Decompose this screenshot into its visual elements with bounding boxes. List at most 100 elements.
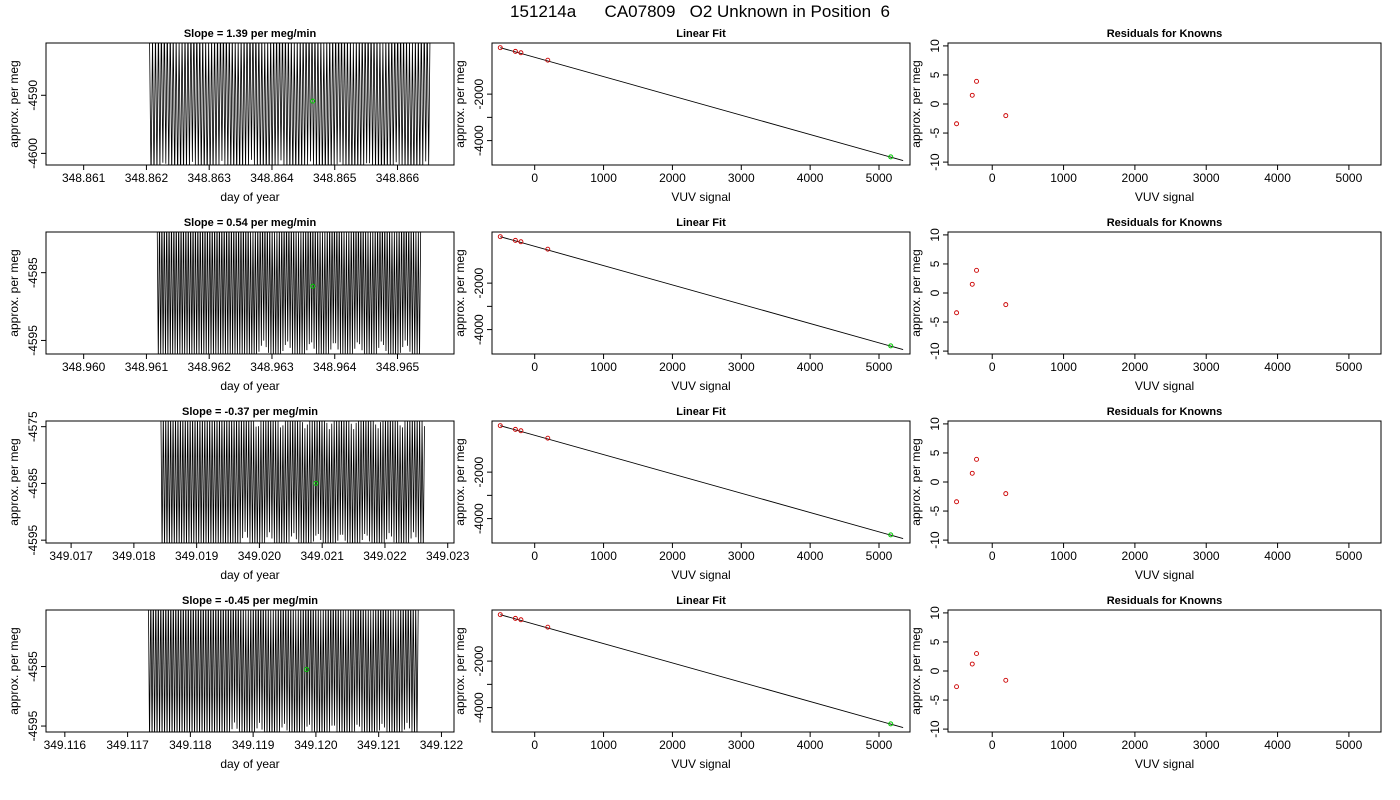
known-point (954, 499, 960, 505)
y-axis: -4595 -4585 -4575 approx. per meg (7, 411, 46, 556)
x-tick-label: 4000 (1264, 360, 1291, 374)
x-axis-label: VUV signal (671, 568, 730, 582)
y-axis-label: approx. per meg (7, 249, 21, 336)
x-axis: 348.960 348.961 348.962 348.963 348.964 348.9… (62, 354, 420, 393)
y-tick-label: -4000 (472, 692, 486, 723)
y-tick-label: 10 (928, 606, 942, 620)
x-tick-label: 2000 (659, 738, 686, 752)
plot-data (497, 612, 904, 729)
known-point (1003, 677, 1009, 683)
x-tick-label: 1000 (590, 360, 617, 374)
x-tick-label: 348.965 (376, 360, 420, 374)
x-tick-label: 348.963 (250, 360, 294, 374)
known-point (518, 239, 524, 245)
x-axis: 0 1000 2000 3000 4000 5000 VUV signal (989, 165, 1363, 204)
x-tick-label: 3000 (1193, 549, 1220, 563)
x-tick-label: 5000 (1336, 360, 1363, 374)
x-tick-label: 348.865 (313, 171, 357, 185)
fit-line (500, 425, 904, 540)
x-tick-label: 5000 (866, 549, 893, 563)
known-point (512, 237, 518, 243)
known-point (545, 624, 551, 630)
data-trace (149, 43, 431, 165)
plot-data (156, 232, 422, 354)
panel-title: Linear Fit (676, 28, 726, 40)
y-axis: -4000 -2000 approx. per meg (453, 438, 492, 534)
x-tick-label: 5000 (866, 360, 893, 374)
y-axis: -10 -5 0 5 10 approx. per meg (909, 228, 948, 360)
y-axis: -4595 -4585 approx. per meg (7, 249, 46, 356)
x-tick-label: 348.862 (125, 171, 169, 185)
y-axis: -10 -5 0 5 10 approx. per meg (909, 606, 948, 738)
panel-title: Residuals for Knowns (1107, 595, 1223, 607)
y-axis: -4000 -2000 approx. per meg (453, 627, 492, 723)
panel-title: Residuals for Knowns (1107, 217, 1223, 229)
x-axis-label: VUV signal (1135, 190, 1194, 204)
x-tick-label: 0 (531, 738, 538, 752)
y-tick-label: -4585 (26, 257, 40, 288)
known-point (974, 78, 979, 84)
x-tick-label: 348.861 (62, 171, 106, 185)
unknown-marker (313, 480, 319, 486)
x-tick-label: 349.117 (106, 738, 149, 752)
y-axis: -4000 -2000 approx. per meg (453, 249, 492, 345)
known-point (497, 234, 503, 240)
x-axis-label: day of year (220, 757, 279, 771)
y-axis-label: approx. per meg (453, 438, 467, 525)
y-tick-label: -4000 (472, 125, 486, 156)
x-tick-label: 1000 (590, 549, 617, 563)
x-tick-label: 349.121 (357, 738, 401, 752)
y-tick-label: 5 (928, 71, 942, 78)
x-tick-label: 0 (531, 360, 538, 374)
fit-line (500, 236, 904, 351)
y-axis-label: approx. per meg (453, 60, 467, 147)
y-axis: -10 -5 0 5 10 approx. per meg (909, 417, 948, 549)
x-tick-label: 348.961 (125, 360, 169, 374)
known-point (518, 617, 524, 623)
plot-data (149, 43, 431, 165)
x-axis: 0 1000 2000 3000 4000 5000 VUV signal (531, 354, 893, 393)
x-tick-label: 2000 (1122, 171, 1149, 185)
known-point (969, 92, 975, 98)
known-point (512, 615, 518, 621)
x-tick-label: 1000 (1050, 549, 1077, 563)
x-axis-label: VUV signal (671, 190, 730, 204)
y-tick-label: -4590 (26, 80, 40, 111)
data-trace (148, 610, 419, 732)
x-tick-label: 348.863 (188, 171, 232, 185)
x-axis: 0 1000 2000 3000 4000 5000 VUV signal (531, 165, 893, 204)
y-tick-label: 0 (928, 289, 942, 296)
plot-frame (45, 420, 455, 544)
unknown-marker (888, 343, 894, 349)
x-tick-label: 5000 (1336, 738, 1363, 752)
known-point (545, 435, 551, 441)
known-point (969, 281, 975, 287)
y-tick-label: 5 (928, 260, 942, 267)
x-tick-label: 349.018 (112, 549, 156, 563)
x-tick-label: 349.022 (363, 549, 407, 563)
x-tick-label: 3000 (1193, 171, 1220, 185)
known-point (497, 423, 503, 429)
y-tick-label: -2000 (472, 267, 486, 298)
known-point (974, 267, 979, 273)
unknown-marker (310, 283, 316, 289)
y-tick-label: 0 (928, 667, 942, 674)
x-tick-label: 349.118 (169, 738, 212, 752)
x-tick-label: 349.019 (175, 549, 219, 563)
plot-frame (947, 420, 1382, 544)
y-axis-label: approx. per meg (7, 627, 21, 714)
y-axis: -4600 -4590 approx. per meg (7, 60, 46, 169)
figure-title: 151214a CA07809 O2 Unknown in Position 6 (510, 2, 890, 21)
y-axis-label: approx. per meg (7, 438, 21, 525)
known-point (954, 684, 960, 690)
x-tick-label: 3000 (728, 171, 755, 185)
panel-title: Residuals for Knowns (1107, 406, 1223, 418)
panel-title: Linear Fit (676, 217, 726, 229)
y-tick-label: -2000 (472, 645, 486, 676)
x-tick-label: 4000 (1264, 171, 1291, 185)
